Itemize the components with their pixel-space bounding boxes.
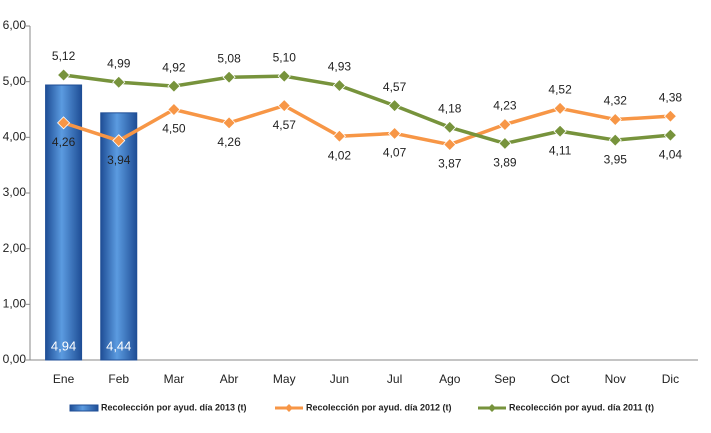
x-tick-label: Jun [330,372,349,386]
x-tick-label: Mar [164,372,185,386]
data-label: 4,18 [438,101,462,115]
marker [388,99,402,113]
data-label: 3,94 [107,153,131,167]
data-label: 4,93 [328,60,352,74]
bar [100,112,138,361]
legend-label: Recolección por ayud. día 2012 (t) [306,402,452,412]
y-tick-label: 6,00 [3,18,27,32]
marker [222,70,236,84]
marker [277,69,291,83]
data-label: 3,87 [438,157,462,171]
data-label: 4,92 [162,60,186,74]
data-label: 4,07 [383,146,407,160]
marker [608,112,622,127]
y-tick-label: 0,00 [3,352,27,366]
legend-marker [488,404,496,412]
data-label: 4,99 [107,56,131,70]
marker [112,134,126,148]
marker [112,75,126,89]
y-tick-label: 4,00 [3,130,27,144]
marker [608,133,622,147]
data-label: 4,26 [217,135,241,149]
marker [222,116,236,130]
x-tick-label: Dic [662,372,679,386]
bar [45,84,83,361]
marker [277,99,291,113]
x-tick-label: Ago [439,372,461,386]
bar-label: 4,44 [106,338,131,353]
data-label: 4,11 [549,143,572,157]
marker [443,138,457,152]
bar-label: 4,94 [51,338,76,353]
marker [553,101,567,115]
marker [332,129,346,143]
marker [167,79,181,93]
data-label: 3,95 [604,152,628,166]
data-label: 4,57 [273,118,297,132]
y-tick-label: 3,00 [3,185,27,199]
data-label: 4,50 [162,122,186,136]
y-tick-label: 2,00 [3,241,27,255]
data-label: 4,52 [548,83,572,97]
x-tick-label: Jul [387,372,402,386]
x-tick-label: Feb [108,372,129,386]
x-tick-label: Ene [53,372,75,386]
data-label: 4,26 [52,135,76,149]
legend-swatch [69,404,99,412]
data-label: 4,04 [659,147,683,161]
marker [388,126,402,141]
marker [553,124,567,138]
data-label: 3,89 [493,156,517,170]
data-label: 4,57 [383,80,407,94]
x-tick-label: May [273,372,296,386]
marker [332,78,346,93]
data-label: 4,23 [493,99,517,113]
data-label: 5,08 [217,51,241,65]
marker [167,102,181,117]
y-tick-label: 5,00 [3,74,27,88]
marker [663,128,677,142]
data-label: 5,10 [273,50,297,64]
legend-marker [285,404,293,412]
x-tick-label: Abr [220,372,239,386]
legend-label: Recolección por ayud. día 2013 (t) [101,402,247,412]
y-tick-label: 1,00 [3,297,27,311]
data-label: 4,38 [659,90,683,104]
x-tick-label: Nov [605,372,626,386]
marker [57,116,71,130]
x-tick-label: Oct [551,372,570,386]
marker [57,68,71,82]
data-label: 5,12 [52,49,76,63]
data-label: 4,32 [604,94,628,108]
line [63,103,671,147]
line [63,73,671,146]
x-tick-label: Sep [494,372,516,386]
marker [663,109,677,123]
marker [498,136,512,151]
legend-label: Recolección por ayud. día 2011 (t) [509,402,654,412]
marker [498,117,512,132]
data-label: 4,02 [328,148,352,162]
marker [443,120,457,134]
